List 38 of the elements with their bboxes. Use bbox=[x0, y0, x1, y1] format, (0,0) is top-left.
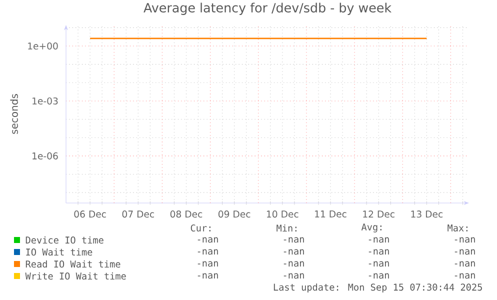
text: Last update: Mon Sep 15 07:30:44 2025 bbox=[274, 283, 482, 293]
x-tick-label: 07 Dec bbox=[122, 210, 154, 218]
text: -nan bbox=[368, 261, 389, 267]
x-tick-label: 12 Dec bbox=[363, 210, 394, 218]
y-tick-label: 1e+00 bbox=[28, 42, 58, 50]
x-tick-label: 11 Dec bbox=[315, 210, 346, 218]
text: -nan bbox=[454, 249, 475, 255]
text: -nan bbox=[454, 237, 475, 243]
text: -nan bbox=[454, 261, 475, 267]
x-tick-label: 08 Dec bbox=[170, 210, 202, 218]
x-tick-label: 10 Dec bbox=[266, 210, 298, 218]
text: -nan bbox=[284, 249, 304, 255]
text: Cur: bbox=[190, 224, 210, 232]
text: -nan bbox=[284, 273, 304, 279]
text: Max: bbox=[448, 224, 468, 232]
x-tick-label: 06 Dec bbox=[74, 210, 106, 218]
legend-label: Read IO Wait time bbox=[26, 260, 120, 268]
text: -nan bbox=[198, 273, 218, 279]
text: -nan bbox=[284, 237, 304, 243]
text: -nan bbox=[368, 237, 389, 243]
x-tick-label: 13 Dec bbox=[411, 210, 443, 218]
text: -nan bbox=[454, 273, 475, 279]
text: -nan bbox=[368, 249, 389, 255]
x-tick-label: 09 Dec bbox=[218, 210, 250, 218]
legend-label: Device IO time bbox=[26, 236, 104, 244]
legend-label: IO Wait time bbox=[26, 248, 92, 256]
text: -nan bbox=[198, 249, 218, 255]
y-axis-title: seconds bbox=[10, 94, 18, 134]
chart-title: Average latency for /dev/sdb - by week bbox=[144, 2, 392, 15]
legend-label: Write IO Wait time bbox=[25, 272, 126, 280]
text: -nan bbox=[284, 261, 304, 267]
y-tick-label: 1e-06 bbox=[32, 152, 58, 160]
text: -nan bbox=[368, 273, 389, 279]
text: -nan bbox=[198, 237, 218, 243]
text: Avg: bbox=[361, 224, 382, 232]
text: -nan bbox=[198, 261, 218, 267]
text: Min: bbox=[276, 224, 296, 232]
y-tick-label: 1e-03 bbox=[32, 97, 58, 104]
